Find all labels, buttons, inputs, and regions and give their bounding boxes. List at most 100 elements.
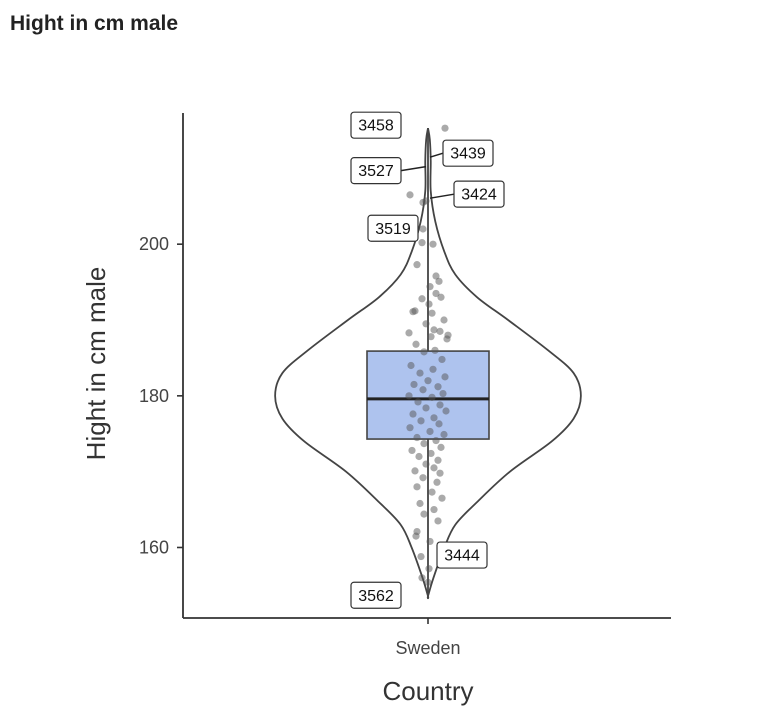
data-point xyxy=(432,436,440,445)
data-point xyxy=(420,510,428,518)
data-point xyxy=(436,401,444,409)
data-point xyxy=(422,460,430,468)
data-point xyxy=(424,377,432,385)
data-point xyxy=(437,293,445,301)
data-point xyxy=(428,393,436,401)
data-point xyxy=(415,452,423,461)
data-point xyxy=(429,240,437,248)
data-point xyxy=(430,326,438,334)
data-point xyxy=(419,225,427,233)
data-point xyxy=(417,417,425,425)
data-point xyxy=(424,578,432,586)
outlier-label: 3424 xyxy=(429,180,505,208)
data-point xyxy=(410,380,418,389)
violin-layer xyxy=(274,128,582,600)
data-point xyxy=(422,404,430,412)
data-point xyxy=(413,483,421,491)
data-point xyxy=(417,552,425,561)
data-point xyxy=(406,424,414,432)
data-point xyxy=(425,300,433,308)
x-tick-label: Sweden xyxy=(395,638,460,658)
data-point xyxy=(426,427,434,436)
x-axis-title: Country xyxy=(382,676,473,706)
data-point xyxy=(430,464,438,472)
data-point xyxy=(435,277,443,285)
outlier-label: 3527 xyxy=(350,157,427,185)
data-point xyxy=(439,389,447,398)
points-layer xyxy=(405,124,452,586)
data-point xyxy=(434,517,442,525)
outlier-label: 3458 xyxy=(350,111,402,139)
data-point xyxy=(425,565,433,573)
data-point xyxy=(429,365,437,373)
violin-outline xyxy=(274,128,582,600)
data-point xyxy=(411,467,419,475)
label-text: 3562 xyxy=(358,588,394,605)
data-point xyxy=(436,327,444,335)
label-box xyxy=(367,214,419,242)
data-point xyxy=(433,478,441,486)
data-point xyxy=(418,295,426,303)
outlier-label: 3562 xyxy=(350,581,402,609)
data-point xyxy=(436,469,444,477)
page-title: Hight in cm male xyxy=(10,12,179,35)
axis-layer: 160 180 200 Sweden xyxy=(139,113,671,658)
data-point xyxy=(407,361,415,370)
data-point xyxy=(443,335,451,343)
data-point xyxy=(414,398,422,406)
data-point xyxy=(441,124,449,132)
data-point xyxy=(422,197,430,205)
data-point xyxy=(408,446,416,455)
data-point xyxy=(412,340,420,348)
data-point xyxy=(428,309,436,317)
data-point xyxy=(437,443,445,451)
data-point xyxy=(442,407,450,415)
outlier-label: 3444 xyxy=(436,541,488,569)
data-point xyxy=(432,289,440,298)
labels-layer: 3458 3439 3527 3424 3519 3444 3562 xyxy=(350,111,505,609)
data-point xyxy=(419,474,427,482)
y-tick-label: 160 xyxy=(139,537,169,557)
data-point xyxy=(418,574,426,582)
y-tick-label: 180 xyxy=(139,386,169,406)
data-point xyxy=(412,532,420,540)
label-leader xyxy=(429,152,444,158)
data-point xyxy=(413,261,421,269)
label-text: 3458 xyxy=(358,118,394,135)
iqr-box xyxy=(366,350,490,440)
outlier-label: 3519 xyxy=(367,214,419,242)
label-text: 3527 xyxy=(358,163,394,180)
label-text: 3439 xyxy=(450,146,486,163)
data-point xyxy=(438,494,446,502)
data-point xyxy=(440,316,448,324)
data-point xyxy=(411,307,419,315)
data-point xyxy=(420,348,428,356)
data-point xyxy=(416,369,424,377)
data-point xyxy=(431,346,439,354)
data-point xyxy=(420,440,428,448)
data-point xyxy=(434,456,442,464)
data-point xyxy=(427,449,435,458)
label-box xyxy=(453,180,505,208)
label-text: 3424 xyxy=(461,187,497,204)
label-text: 3519 xyxy=(375,221,411,238)
data-point xyxy=(406,191,414,199)
data-point xyxy=(435,420,443,428)
data-point xyxy=(426,283,434,291)
label-box xyxy=(350,581,402,609)
label-box xyxy=(350,111,402,139)
label-box xyxy=(350,157,402,185)
data-point xyxy=(428,488,436,496)
data-point xyxy=(419,386,427,394)
data-point xyxy=(441,373,449,381)
data-point xyxy=(438,355,446,364)
label-leader xyxy=(400,165,427,172)
data-point xyxy=(427,333,435,341)
data-point xyxy=(418,239,426,247)
data-point xyxy=(430,505,438,514)
data-point xyxy=(426,537,434,546)
data-point xyxy=(409,410,417,418)
y-axis-title: Hight in cm male xyxy=(81,267,111,461)
data-point xyxy=(416,499,424,508)
